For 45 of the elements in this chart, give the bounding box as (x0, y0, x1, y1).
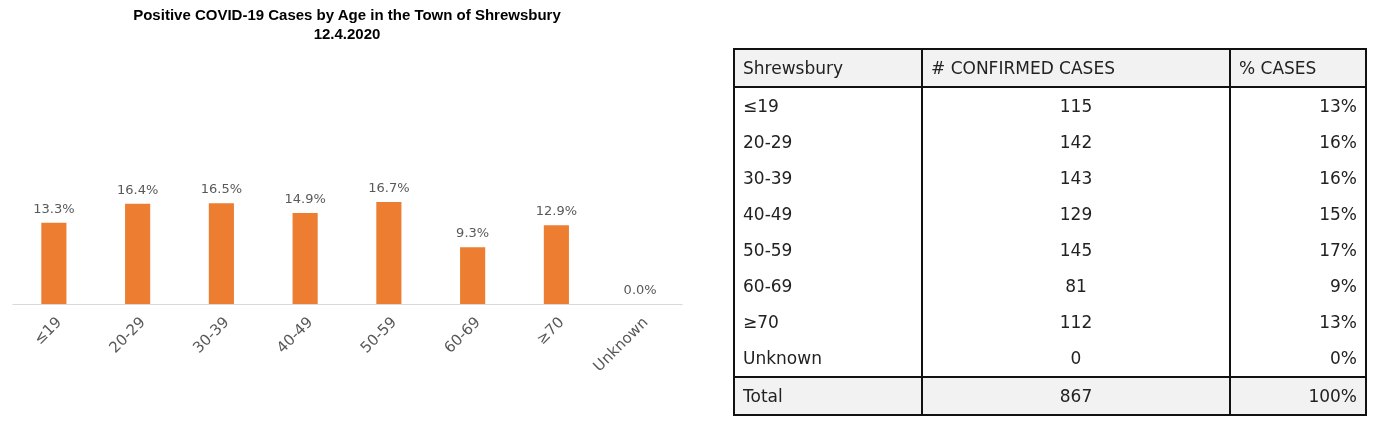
data-label: 14.9% (284, 190, 326, 206)
data-label: 0% (1230, 340, 1366, 377)
data-label: 9% (1230, 268, 1366, 304)
data-label: 81 (922, 268, 1230, 304)
category-label: Total (734, 377, 922, 415)
bar (292, 212, 318, 304)
chart-subtitle: 12.4.2020 (313, 25, 381, 42)
bar (41, 222, 67, 304)
text: % CASES (1230, 49, 1366, 87)
data-label: 17% (1230, 232, 1366, 268)
data-label: 115 (922, 87, 1230, 124)
data-label: 16.7% (368, 180, 410, 195)
bar (376, 202, 402, 304)
data-label: 9.3% (456, 225, 490, 241)
category-label: 40-49 (734, 196, 922, 232)
bar (208, 203, 234, 304)
data-label: 13% (1230, 87, 1366, 124)
data-label: 145 (922, 232, 1230, 268)
data-label: 112 (922, 304, 1230, 340)
bar (125, 203, 151, 304)
data-label: 129 (922, 196, 1230, 232)
category-label: 60-69 (734, 268, 922, 304)
data-label: 867 (922, 377, 1230, 415)
data-label: 142 (922, 124, 1230, 160)
data-label: 16.4% (116, 181, 159, 197)
bar (460, 247, 486, 304)
text: # CONFIRMED CASES (922, 49, 1230, 87)
category-label: 20-29 (734, 124, 922, 160)
data-label: 143 (922, 160, 1230, 196)
data-label: 15% (1230, 196, 1366, 232)
data-label: 0 (922, 340, 1230, 377)
data-label: 13.3% (33, 200, 75, 216)
data-label: 0.0% (623, 282, 657, 297)
data-label: 16% (1230, 160, 1366, 196)
category-label: 30-39 (734, 160, 922, 196)
bar (543, 225, 569, 304)
data-label: 16% (1230, 124, 1366, 160)
category-label: ≤19 (734, 87, 922, 124)
data-label: 13% (1230, 304, 1366, 340)
data-label: 16.5% (200, 181, 243, 197)
data-label: 100% (1230, 377, 1366, 415)
category-label: 50-59 (734, 232, 922, 268)
data-label: 12.9% (535, 203, 578, 219)
legend-title: Shrewsbury (734, 49, 922, 87)
chart-title: Positive COVID-19 Cases by Age in the Town of Shrewsbury (133, 6, 562, 23)
